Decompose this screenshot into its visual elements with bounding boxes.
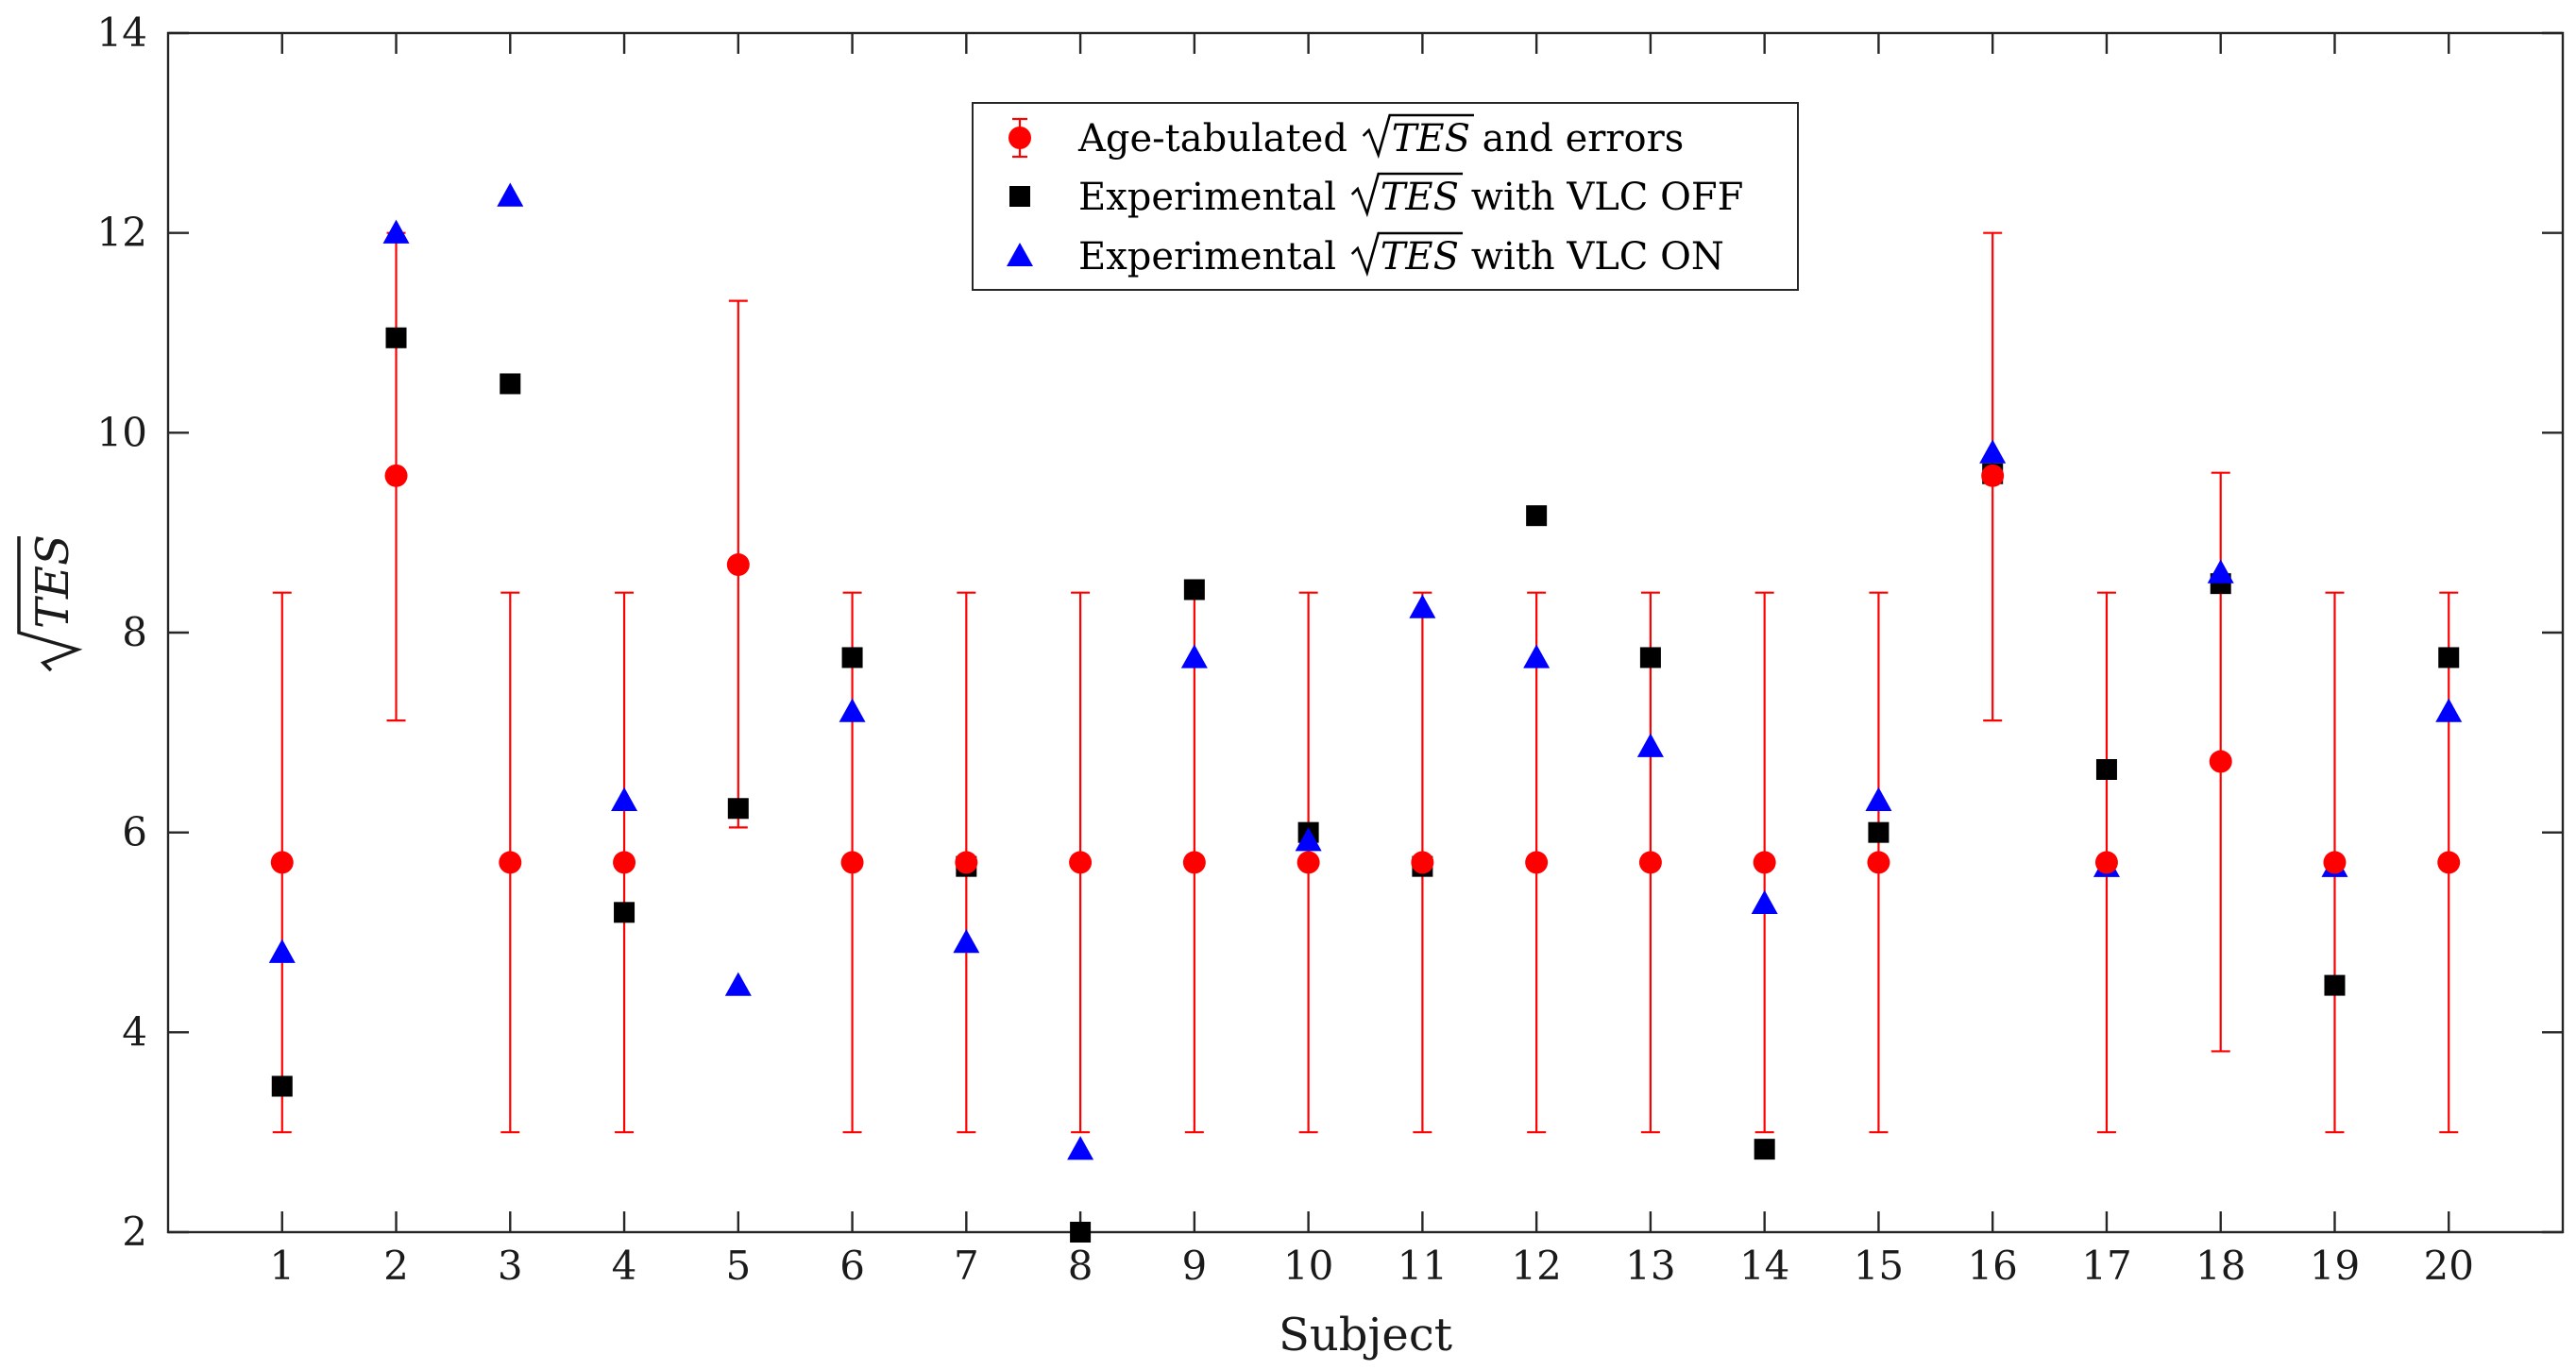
point-vlc-on xyxy=(611,786,638,811)
point-age-tabulated xyxy=(1411,851,1434,874)
y-tick-label: 12 xyxy=(97,210,147,256)
point-vlc-on xyxy=(497,182,524,207)
point-vlc-on xyxy=(724,972,752,996)
legend-marker-square xyxy=(1009,186,1030,207)
point-age-tabulated xyxy=(1069,851,1093,874)
x-tick-label: 19 xyxy=(2310,1243,2360,1289)
point-age-tabulated xyxy=(1638,851,1662,874)
y-axis-label: TES xyxy=(17,534,83,672)
y-tick-label: 10 xyxy=(97,409,147,455)
point-vlc-off xyxy=(2324,974,2346,996)
y-axis-sqrt-symbol xyxy=(17,536,83,672)
point-age-tabulated xyxy=(270,851,294,874)
x-tick-label: 3 xyxy=(498,1243,523,1289)
x-tick-label: 5 xyxy=(725,1243,751,1289)
x-tick-label: 11 xyxy=(1398,1243,1448,1289)
point-vlc-off xyxy=(614,902,636,923)
y-tick-label: 4 xyxy=(122,1008,147,1055)
point-vlc-off xyxy=(271,1075,293,1097)
point-age-tabulated xyxy=(1981,464,2005,487)
tick-labels: 1 2 3 4 5 6 7 8 9 10 11 12 13 14 15 16 17 18 19 20246810121… xyxy=(97,9,2474,1289)
legend-marker-triangle xyxy=(1007,243,1033,266)
point-age-tabulated xyxy=(1525,851,1549,874)
point-age-tabulated xyxy=(2094,851,2118,874)
legend-sqrt-symbol xyxy=(1350,231,1464,278)
point-vlc-on xyxy=(1409,594,1436,618)
x-tick-label: 20 xyxy=(2424,1243,2474,1289)
legend-marker-circle xyxy=(1008,127,1031,149)
x-tick-label: 15 xyxy=(1854,1243,1904,1289)
x-tick-label: 14 xyxy=(1739,1243,1789,1289)
point-vlc-off xyxy=(1183,579,1205,600)
x-tick-label: 17 xyxy=(2081,1243,2131,1289)
y-axis-label-text: TES xyxy=(26,534,79,629)
y-tick-label: 14 xyxy=(97,9,147,56)
x-tick-label: 7 xyxy=(954,1243,979,1289)
point-vlc-on xyxy=(839,698,866,722)
point-age-tabulated xyxy=(2209,750,2232,773)
point-vlc-on xyxy=(1979,439,2007,464)
point-vlc-on xyxy=(1865,786,1892,811)
point-vlc-on xyxy=(953,929,980,954)
x-axis-label: Subject xyxy=(1279,1309,1452,1362)
point-vlc-on xyxy=(1636,733,1664,757)
y-tick-label: 2 xyxy=(122,1209,147,1255)
point-vlc-on xyxy=(2207,559,2234,584)
x-tick-label: 8 xyxy=(1068,1243,1093,1289)
x-tick-label: 2 xyxy=(383,1243,409,1289)
point-age-tabulated xyxy=(2323,851,2347,874)
x-tick-label: 10 xyxy=(1283,1243,1333,1289)
point-age-tabulated xyxy=(726,553,750,577)
point-age-tabulated xyxy=(384,464,408,487)
point-age-tabulated xyxy=(955,851,978,874)
x-tick-label: 6 xyxy=(839,1243,865,1289)
point-age-tabulated xyxy=(840,851,864,874)
point-age-tabulated xyxy=(1753,851,1776,874)
point-vlc-off xyxy=(2438,647,2460,668)
point-vlc-on xyxy=(382,219,410,244)
point-vlc-on xyxy=(1751,889,1778,915)
point-age-tabulated xyxy=(1867,851,1890,874)
point-vlc-off xyxy=(2095,758,2117,780)
point-vlc-off xyxy=(500,373,521,395)
x-tick-label: 9 xyxy=(1181,1243,1207,1289)
point-vlc-off xyxy=(1639,647,1661,668)
ticks xyxy=(168,31,2563,1234)
y-tick-label: 8 xyxy=(122,609,147,655)
x-tick-label: 4 xyxy=(612,1243,637,1289)
legend: Age-tabulated TES and errors Experimental… xyxy=(972,102,1799,291)
point-vlc-off xyxy=(727,798,749,820)
legend-sqrt-symbol xyxy=(1362,113,1474,160)
x-tick-label: 16 xyxy=(1967,1243,2017,1289)
point-vlc-off xyxy=(1868,821,1890,843)
x-tick-label: 18 xyxy=(2195,1243,2246,1289)
legend-entry-text: Experimental TES with VLC OFF xyxy=(1078,176,1743,219)
point-vlc-on xyxy=(2435,698,2463,722)
x-tick-label: 12 xyxy=(1511,1243,1561,1289)
legend-entry-text: Experimental TES with VLC ON xyxy=(1078,235,1724,279)
y-tick-label: 6 xyxy=(122,809,147,855)
point-age-tabulated xyxy=(613,851,636,874)
point-age-tabulated xyxy=(2437,851,2461,874)
point-age-tabulated xyxy=(1182,851,1206,874)
point-vlc-off xyxy=(1526,505,1548,527)
legend-entry-text: Age-tabulated TES and errors xyxy=(1077,117,1684,161)
point-vlc-off xyxy=(1754,1139,1775,1160)
point-vlc-off xyxy=(841,647,863,668)
point-vlc-off xyxy=(1070,1222,1092,1243)
x-tick-label: 1 xyxy=(269,1243,295,1289)
x-tick-label: 13 xyxy=(1625,1243,1675,1289)
legend-sqrt-symbol xyxy=(1350,172,1464,218)
point-vlc-on xyxy=(1295,827,1322,852)
point-age-tabulated xyxy=(1296,851,1320,874)
point-age-tabulated xyxy=(499,851,522,874)
point-vlc-on xyxy=(268,939,296,963)
point-vlc-off xyxy=(385,327,407,348)
point-vlc-on xyxy=(1523,644,1551,668)
series-age-tabulated xyxy=(270,464,2461,874)
point-vlc-on xyxy=(1067,1136,1094,1160)
point-vlc-on xyxy=(1180,644,1208,668)
